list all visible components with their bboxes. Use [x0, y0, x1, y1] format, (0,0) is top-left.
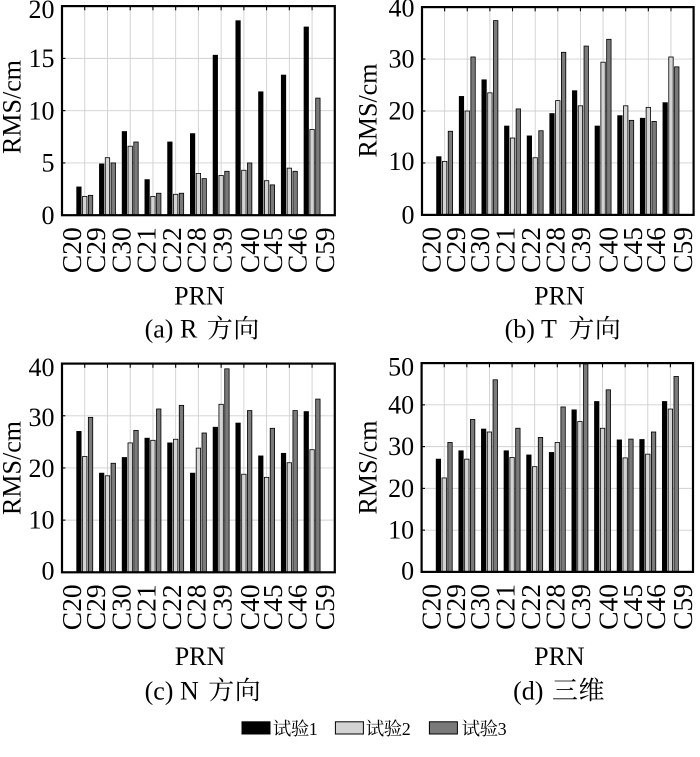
svg-text:30: 30 — [29, 403, 55, 432]
svg-text:30: 30 — [389, 45, 415, 74]
svg-text:PRN: PRN — [175, 642, 226, 671]
svg-text:40: 40 — [388, 391, 414, 420]
svg-text:C40: C40 — [593, 584, 624, 630]
svg-text:10: 10 — [389, 147, 415, 176]
svg-text:10: 10 — [388, 516, 414, 545]
svg-text:C40: C40 — [234, 227, 265, 273]
svg-text:C30: C30 — [464, 227, 495, 273]
svg-text:C22: C22 — [156, 584, 187, 630]
svg-text:50: 50 — [388, 353, 414, 382]
svg-text:C20: C20 — [416, 227, 447, 273]
svg-text:20: 20 — [389, 97, 415, 126]
svg-text:1: 1 — [309, 719, 318, 739]
svg-text:C45: C45 — [257, 584, 288, 630]
svg-text:C40: C40 — [593, 227, 624, 273]
svg-text:C39: C39 — [565, 584, 596, 630]
svg-text:C21: C21 — [130, 584, 161, 630]
svg-text:C22: C22 — [515, 584, 546, 630]
svg-text:C29: C29 — [440, 227, 471, 273]
svg-text:C46: C46 — [282, 584, 313, 630]
svg-text:C22: C22 — [156, 227, 187, 273]
svg-text:3: 3 — [498, 719, 507, 739]
svg-text:C59: C59 — [309, 584, 340, 630]
svg-text:C21: C21 — [130, 227, 161, 273]
svg-text:RMS/cm: RMS/cm — [0, 421, 27, 515]
svg-text:10: 10 — [29, 97, 55, 126]
svg-text:C28: C28 — [181, 584, 212, 630]
svg-text:C39: C39 — [565, 227, 596, 273]
svg-text:(b) T: (b) T — [505, 315, 557, 344]
svg-text:C20: C20 — [56, 584, 87, 630]
svg-text:C46: C46 — [640, 227, 671, 273]
svg-text:C59: C59 — [667, 584, 698, 630]
svg-text:5: 5 — [42, 149, 55, 178]
svg-text:0: 0 — [401, 556, 414, 585]
svg-text:PRN: PRN — [174, 282, 225, 311]
svg-text:C45: C45 — [617, 584, 648, 630]
svg-text:C29: C29 — [80, 227, 111, 273]
svg-text:0: 0 — [42, 201, 55, 230]
svg-text:C59: C59 — [309, 227, 340, 273]
svg-text:C45: C45 — [257, 227, 288, 273]
svg-text:20: 20 — [388, 474, 414, 503]
svg-text:40: 40 — [29, 353, 55, 382]
svg-text:C20: C20 — [56, 227, 87, 273]
svg-text:C28: C28 — [540, 227, 571, 273]
svg-text:10: 10 — [29, 506, 55, 535]
svg-text:40: 40 — [389, 0, 415, 23]
svg-text:20: 20 — [29, 0, 55, 24]
svg-text:RMS/cm: RMS/cm — [354, 64, 383, 158]
svg-text:C39: C39 — [206, 584, 237, 630]
svg-text:C22: C22 — [515, 227, 546, 273]
svg-text:PRN: PRN — [534, 642, 585, 671]
svg-text:C30: C30 — [106, 584, 137, 630]
svg-text:(d): (d) — [513, 676, 543, 705]
svg-text:C46: C46 — [282, 227, 313, 273]
svg-text:C28: C28 — [181, 227, 212, 273]
svg-text:RMS/cm: RMS/cm — [0, 60, 27, 154]
svg-text:C29: C29 — [80, 584, 111, 630]
svg-text:C30: C30 — [464, 584, 495, 630]
svg-text:C39: C39 — [206, 227, 237, 273]
svg-text:C45: C45 — [617, 227, 648, 273]
svg-text:C29: C29 — [440, 584, 471, 630]
svg-text:C28: C28 — [540, 584, 571, 630]
svg-text:C46: C46 — [640, 584, 671, 630]
svg-text:(c) N: (c) N — [145, 676, 199, 705]
svg-text:C59: C59 — [667, 227, 698, 273]
svg-text:C30: C30 — [106, 227, 137, 273]
svg-text:PRN: PRN — [534, 282, 585, 311]
svg-text:20: 20 — [29, 454, 55, 483]
svg-text:C40: C40 — [234, 584, 265, 630]
svg-text:0: 0 — [402, 201, 415, 230]
svg-text:C21: C21 — [490, 227, 521, 273]
svg-text:0: 0 — [42, 557, 55, 586]
svg-text:2: 2 — [402, 719, 411, 739]
svg-text:RMS/cm: RMS/cm — [354, 421, 383, 515]
svg-text:15: 15 — [29, 44, 55, 73]
svg-text:(a) R: (a) R — [145, 315, 198, 344]
svg-text:30: 30 — [388, 432, 414, 461]
svg-text:C21: C21 — [490, 584, 521, 630]
svg-text:C20: C20 — [416, 584, 447, 630]
